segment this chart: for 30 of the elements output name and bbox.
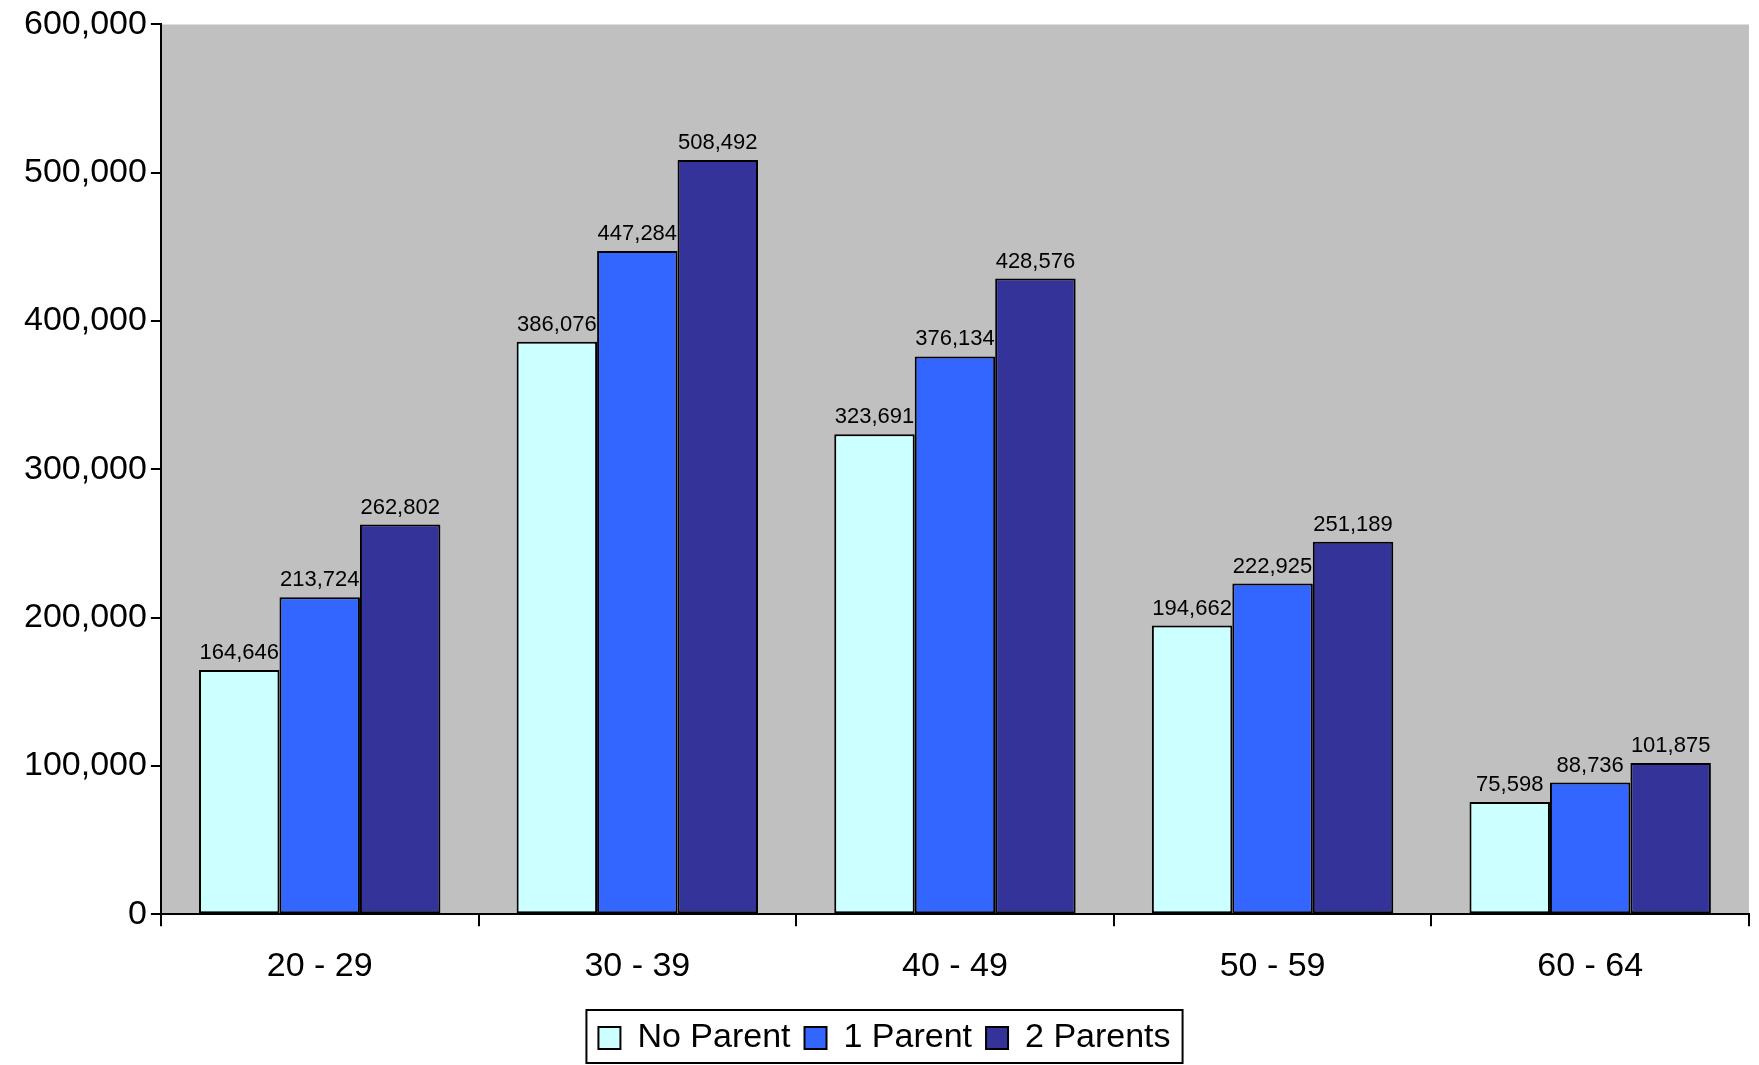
data-label: 508,492 [678, 129, 758, 155]
y-tick-label: 200,000 [24, 595, 147, 634]
legend-label: 1 Parent [843, 1016, 973, 1055]
x-tick-label: 60 - 64 [1537, 944, 1644, 983]
data-label: 88,736 [1556, 751, 1624, 777]
y-tick-label: 400,000 [24, 299, 147, 338]
data-label: 376,134 [915, 325, 995, 351]
legend-label: No Parent [637, 1016, 792, 1055]
data-label: 323,691 [834, 403, 915, 429]
data-label: 194,662 [1152, 594, 1232, 620]
data-label: 262,802 [360, 493, 440, 519]
data-label: 251,189 [1313, 510, 1393, 536]
y-tick-label: 300,000 [24, 447, 147, 486]
legend-label: 2 Parents [1025, 1016, 1171, 1055]
x-tick-label: 40 - 49 [902, 944, 1008, 983]
data-label: 222,925 [1232, 552, 1313, 578]
y-tick-label: 100,000 [24, 744, 147, 783]
y-tick-label: 500,000 [24, 151, 147, 190]
y-tick-label: 0 [127, 892, 147, 931]
x-tick-label: 20 - 29 [266, 944, 373, 983]
data-label: 164,646 [199, 639, 280, 665]
x-tick-label: 50 - 59 [1219, 944, 1326, 983]
data-label: 428,576 [995, 247, 1076, 273]
data-label: 75,598 [1476, 771, 1544, 797]
data-label: 447,284 [597, 219, 678, 245]
data-label: 101,875 [1630, 732, 1711, 758]
y-tick-label: 600,000 [24, 2, 147, 41]
x-tick-label: 30 - 39 [584, 944, 691, 983]
data-label: 213,724 [279, 566, 360, 592]
data-label: 386,076 [517, 310, 597, 336]
